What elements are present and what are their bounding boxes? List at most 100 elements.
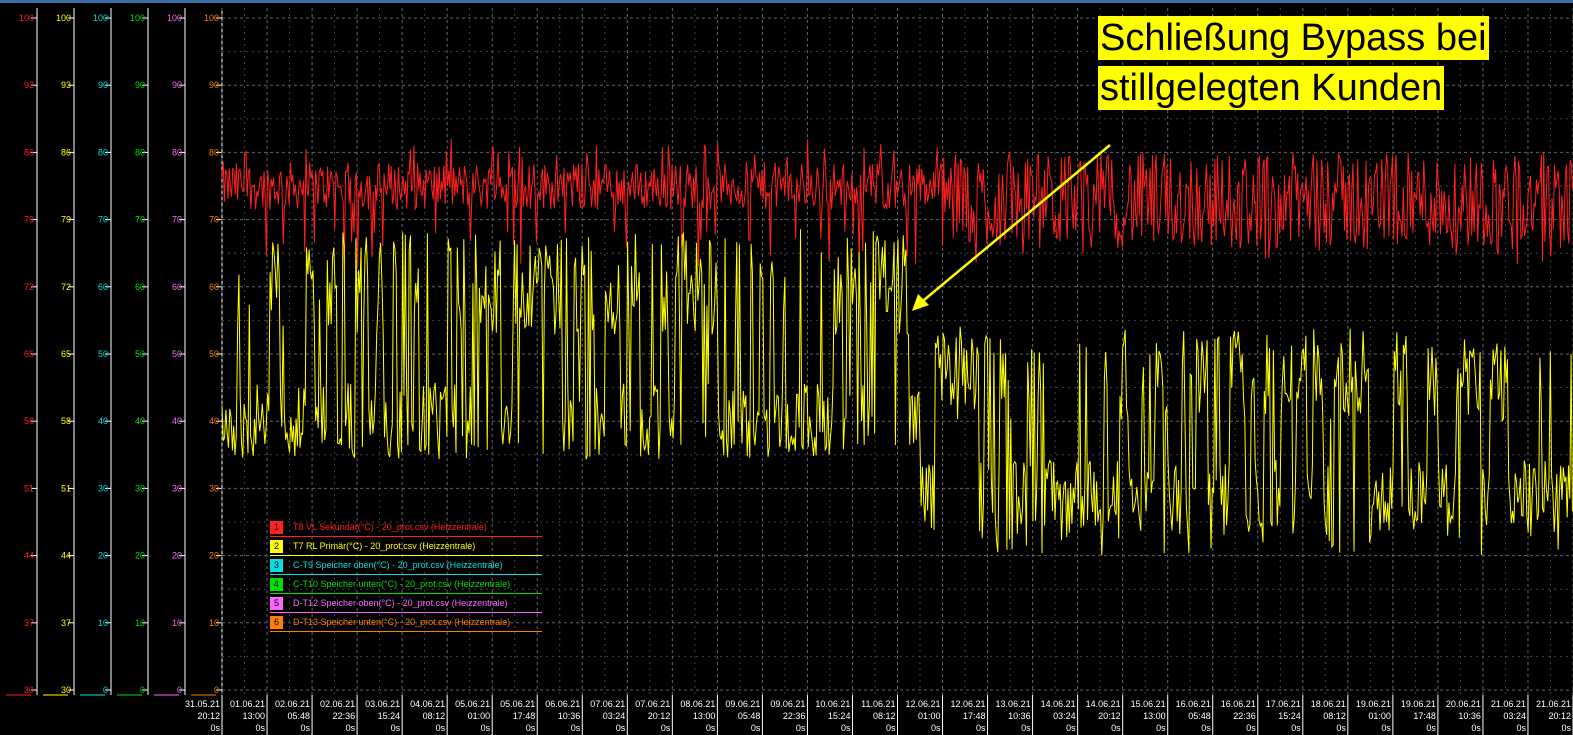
x-tick-seconds: 0s (616, 723, 626, 733)
y-tick-label: 30 (135, 483, 145, 493)
x-tick-date: 07.06.21 (635, 699, 670, 709)
y-tick-label: 40 (135, 416, 145, 426)
x-tick-time: 05:48 (738, 711, 761, 721)
annotation-line-1: Schließung Bypass bei (1098, 16, 1489, 60)
x-tick-seconds: 0s (571, 723, 581, 733)
legend: 1 T8 VL Sekundär(°C) - 20_prot.csv (Heizz… (270, 518, 542, 632)
x-tick-seconds: 0s (1471, 723, 1481, 733)
x-tick-time: 01:00 (1368, 711, 1391, 721)
x-tick-time: 13:00 (693, 711, 716, 721)
y-tick-label: 20 (209, 551, 219, 561)
x-tick-date: 18.06.21 (1311, 699, 1346, 709)
x-tick-time: 20:12 (1098, 711, 1121, 721)
legend-label: D-T12 Speicher oben(°C) - 20_prot.csv (H… (293, 598, 508, 608)
y-tick-label: 80 (98, 147, 108, 157)
x-tick-date: 03.06.21 (365, 699, 400, 709)
x-tick-time: 22:36 (333, 711, 356, 721)
y-tick-label: 65 (24, 349, 34, 359)
x-tick-seconds: 0s (481, 723, 491, 733)
x-axis: 31.05.21 20:12 0s 01.06.21 13:00 0s 02.06.21 05… (185, 695, 1573, 735)
x-tick-time: 22:36 (1233, 711, 1256, 721)
y-tick-label: 60 (209, 282, 219, 292)
x-tick-date: 14.06.21 (1041, 699, 1076, 709)
x-tick-time: 20:12 (648, 711, 671, 721)
y-tick-label: 60 (98, 282, 108, 292)
x-tick-date: 16.06.21 (1221, 699, 1256, 709)
y-tick-label: 40 (172, 416, 182, 426)
x-tick-time: 15:24 (828, 711, 851, 721)
y-tick-label: 86 (24, 147, 34, 157)
series-layer (221, 138, 1573, 556)
y-tick-label: 90 (172, 80, 182, 90)
x-tick-seconds: 0s (1156, 723, 1166, 733)
y-tick-label: 65 (61, 349, 71, 359)
x-tick-time: 17:48 (1413, 711, 1436, 721)
arrow-head (912, 294, 929, 311)
x-tick-date: 15.06.21 (1131, 699, 1166, 709)
x-tick-date: 19.06.21 (1401, 699, 1436, 709)
x-tick-date: 13.06.21 (996, 699, 1031, 709)
x-tick-date: 21.06.21 (1536, 699, 1571, 709)
y-tick-label: 90 (209, 80, 219, 90)
x-tick-seconds: 0s (436, 723, 446, 733)
y-tick-label: 86 (61, 147, 71, 157)
x-tick-time: 08:12 (423, 711, 446, 721)
legend-item[interactable]: 6 D-T13 Speicher unten(°C) - 20_prot.csv … (270, 613, 542, 632)
x-tick-time: 01:00 (468, 711, 491, 721)
y-tick-label: 10 (135, 618, 145, 628)
y-axes: 1009386797265585144373010093867972655851… (6, 8, 223, 696)
x-tick-date: 21.06.21 (1491, 699, 1526, 709)
y-tick-label: 90 (135, 80, 145, 90)
x-tick-time: 22:36 (783, 711, 806, 721)
y-tick-label: 30 (98, 483, 108, 493)
x-tick-time: 10:36 (558, 711, 581, 721)
y-tick-label: 80 (135, 147, 145, 157)
legend-item[interactable]: 5 D-T12 Speicher oben(°C) - 20_prot.csv (… (270, 594, 542, 613)
x-tick-date: 08.06.21 (680, 699, 715, 709)
legend-label: C-T10 Speicher unten(°C) - 20_prot.csv (… (293, 579, 511, 589)
legend-label: D-T13 Speicher unten(°C) - 20_prot.csv (… (293, 617, 511, 627)
x-tick-date: 12.06.21 (905, 699, 940, 709)
x-tick-date: 19.06.21 (1356, 699, 1391, 709)
x-tick-seconds: 0s (526, 723, 536, 733)
y-tick-label: 20 (172, 551, 182, 561)
x-tick-date: 02.06.21 (275, 699, 310, 709)
legend-number: 4 (270, 577, 283, 591)
legend-item[interactable]: 2 T7 RL Primär(°C) - 20_prot.csv (Heizzen… (270, 537, 542, 556)
x-tick-seconds: 0s (301, 723, 311, 733)
x-tick-time: 01:00 (918, 711, 941, 721)
x-tick-seconds: 0s (931, 723, 941, 733)
y-tick-label: 51 (24, 483, 34, 493)
y-tick-label: 70 (209, 215, 219, 225)
legend-item[interactable]: 4 C-T10 Speicher unten(°C) - 20_prot.csv … (270, 575, 542, 594)
y-tick-label: 100 (167, 13, 182, 23)
legend-item[interactable]: 1 T8 VL Sekundär(°C) - 20_prot.csv (Heizz… (270, 518, 542, 537)
x-tick-seconds: 0s (706, 723, 716, 733)
x-tick-seconds: 0s (1516, 723, 1526, 733)
x-tick-seconds: 0s (1066, 723, 1076, 733)
x-tick-date: 05.06.21 (500, 699, 535, 709)
x-tick-seconds: 0s (1246, 723, 1256, 733)
x-tick-time: 17:48 (513, 711, 536, 721)
x-tick-time: 13:00 (1143, 711, 1166, 721)
y-tick-label: 80 (172, 147, 182, 157)
y-tick-label: 40 (209, 416, 219, 426)
y-tick-label: 100 (204, 13, 219, 23)
y-tick-label: 100 (130, 13, 145, 23)
y-tick-label: 30 (24, 685, 34, 695)
y-tick-label: 30 (61, 685, 71, 695)
y-tick-label: 72 (24, 282, 34, 292)
x-tick-date: 16.06.21 (1176, 699, 1211, 709)
y-tick-label: 60 (172, 282, 182, 292)
x-tick-seconds: 0s (1201, 723, 1211, 733)
x-tick-date: 31.05.21 (185, 699, 220, 709)
x-tick-seconds: 0s (796, 723, 806, 733)
x-tick-time: 08:12 (1323, 711, 1346, 721)
x-tick-time: 17:48 (963, 711, 986, 721)
x-tick-date: 07.06.21 (590, 699, 625, 709)
x-tick-seconds: 0s (1381, 723, 1391, 733)
y-tick-label: 0 (103, 685, 108, 695)
x-tick-seconds: 0s (886, 723, 896, 733)
legend-item[interactable]: 3 C-T9 Speicher oben(°C) - 20_prot.csv (H… (270, 556, 542, 575)
annotation-line-2: stillgelegten Kunden (1098, 66, 1445, 110)
